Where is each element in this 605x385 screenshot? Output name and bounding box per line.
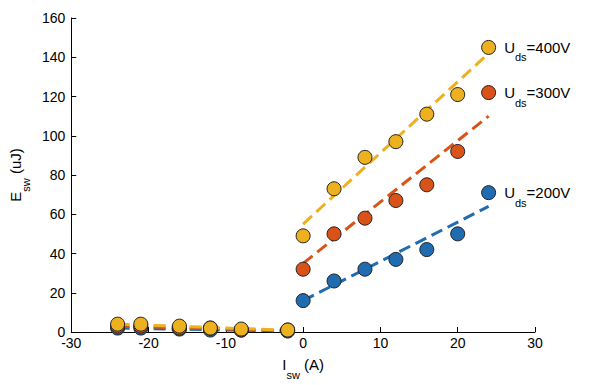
svg-text:-10: -10: [216, 335, 236, 351]
svg-text:100: 100: [42, 128, 66, 144]
svg-text:ds: ds: [515, 97, 527, 109]
svg-text:(A): (A): [300, 356, 324, 373]
svg-text:80: 80: [50, 167, 66, 183]
svg-text:(uJ): (uJ): [7, 148, 24, 178]
svg-text:0: 0: [57, 324, 66, 340]
svg-text:U: U: [504, 84, 515, 101]
svg-text:E: E: [7, 192, 24, 202]
svg-text:-20: -20: [138, 335, 158, 351]
svg-text:=300V: =300V: [527, 84, 571, 101]
svg-text:160: 160: [42, 10, 66, 26]
svg-text:140: 140: [42, 49, 66, 65]
svg-text:30: 30: [527, 335, 543, 351]
svg-text:I: I: [282, 356, 287, 373]
svg-text:sw: sw: [286, 369, 300, 381]
svg-text:20: 20: [50, 285, 66, 301]
svg-text:=200V: =200V: [527, 184, 571, 201]
svg-text:120: 120: [42, 89, 66, 105]
svg-text:20: 20: [450, 335, 466, 351]
svg-text:60: 60: [50, 206, 66, 222]
svg-text:sw: sw: [20, 178, 32, 192]
svg-text:U: U: [504, 184, 515, 201]
svg-text:=400V: =400V: [527, 39, 571, 56]
svg-text:0: 0: [299, 335, 307, 351]
svg-text:ds: ds: [515, 51, 527, 63]
svg-text:10: 10: [373, 335, 389, 351]
svg-text:-30: -30: [61, 335, 81, 351]
svg-text:ds: ds: [515, 197, 527, 209]
svg-text:U: U: [504, 39, 515, 56]
svg-text:40: 40: [50, 246, 66, 262]
